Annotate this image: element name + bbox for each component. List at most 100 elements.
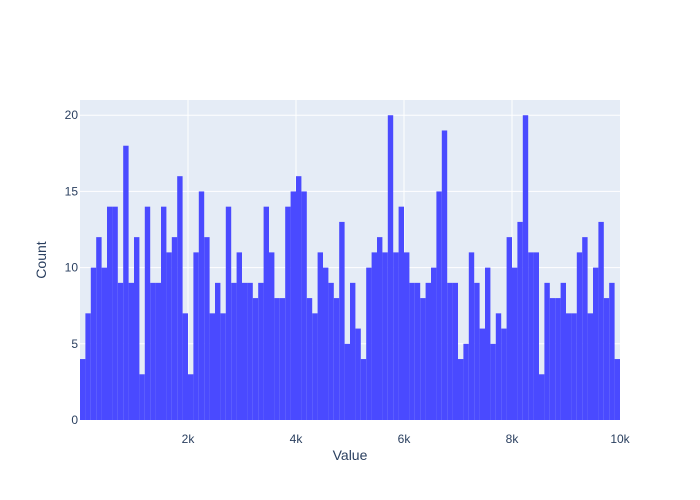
histogram-bar bbox=[204, 237, 210, 420]
histogram-bar bbox=[177, 176, 183, 420]
histogram-bar bbox=[420, 298, 426, 420]
histogram-bar bbox=[582, 237, 588, 420]
histogram-bar bbox=[495, 313, 502, 420]
histogram-bar bbox=[404, 252, 410, 420]
histogram-bar bbox=[252, 298, 259, 420]
histogram-bar bbox=[441, 130, 448, 420]
histogram-bar bbox=[285, 206, 291, 420]
histogram-bar bbox=[166, 252, 172, 420]
histogram-bar bbox=[112, 206, 118, 420]
histogram-bar bbox=[539, 374, 545, 420]
histogram-bar bbox=[258, 282, 264, 420]
histogram-bar bbox=[593, 267, 599, 420]
histogram-bar bbox=[447, 282, 453, 420]
histogram-bar bbox=[242, 282, 248, 420]
histogram-bar bbox=[188, 374, 194, 420]
histogram-bar bbox=[360, 359, 367, 420]
histogram-bar bbox=[587, 313, 593, 420]
y-tick-label: 20 bbox=[65, 108, 79, 122]
bars bbox=[80, 115, 620, 420]
histogram-bar bbox=[85, 313, 91, 420]
y-tick-label: 5 bbox=[71, 337, 78, 351]
histogram-bar bbox=[479, 328, 485, 420]
histogram-bar bbox=[425, 282, 431, 420]
histogram-bar bbox=[215, 282, 221, 420]
histogram-bar bbox=[128, 282, 134, 420]
histogram-bar bbox=[107, 206, 113, 420]
histogram-bar bbox=[371, 252, 377, 420]
histogram-bar bbox=[609, 282, 615, 420]
histogram-bar bbox=[247, 282, 253, 420]
histogram-bar bbox=[231, 282, 237, 420]
x-tick-label: 10k bbox=[610, 432, 630, 446]
histogram-bar bbox=[544, 282, 550, 420]
y-axis-title: Count bbox=[33, 241, 49, 278]
histogram-bar bbox=[225, 206, 232, 420]
histogram-bar bbox=[117, 282, 124, 420]
histogram-bar bbox=[193, 252, 199, 420]
y-tick-label: 15 bbox=[65, 184, 79, 198]
histogram-bar bbox=[414, 282, 421, 420]
histogram-bar bbox=[517, 221, 523, 420]
histogram-bar bbox=[155, 282, 161, 420]
histogram-bar bbox=[279, 298, 286, 420]
histogram-bar bbox=[474, 282, 480, 420]
x-axis-title: Value bbox=[333, 447, 368, 463]
histogram-bar bbox=[236, 252, 242, 420]
histogram-bar bbox=[533, 252, 539, 420]
histogram-bar bbox=[333, 298, 340, 420]
histogram-bar bbox=[528, 252, 534, 420]
histogram-bar bbox=[452, 282, 458, 420]
histogram-bar bbox=[296, 176, 302, 420]
x-tick-label: 4k bbox=[290, 432, 304, 446]
x-tick-label: 8k bbox=[506, 432, 520, 446]
histogram-bar bbox=[566, 313, 572, 420]
histogram-bar bbox=[458, 359, 464, 420]
histogram-bar bbox=[312, 313, 318, 420]
histogram-bar bbox=[506, 237, 512, 420]
histogram-bar bbox=[171, 237, 178, 420]
x-tick-label: 6k bbox=[398, 432, 412, 446]
x-axis-ticks: 2k 4k 6k 8k 10k bbox=[182, 432, 631, 446]
histogram-bar bbox=[306, 298, 313, 420]
x-tick-label: 2k bbox=[182, 432, 196, 446]
histogram-bar bbox=[198, 191, 205, 420]
histogram-bar bbox=[555, 298, 561, 420]
histogram-bar bbox=[431, 267, 437, 420]
histogram-bar bbox=[393, 252, 399, 420]
histogram-bar bbox=[436, 191, 442, 420]
histogram-bar bbox=[80, 359, 86, 420]
histogram-bar bbox=[409, 282, 415, 420]
histogram-bar bbox=[512, 267, 518, 420]
histogram-bar bbox=[366, 267, 372, 420]
histogram-bar bbox=[323, 267, 329, 420]
histogram-bar bbox=[382, 252, 388, 420]
histogram-bar bbox=[463, 343, 469, 420]
histogram-bar bbox=[123, 145, 129, 420]
histogram-bar bbox=[485, 267, 491, 420]
y-axis-ticks: 0 5 10 15 20 bbox=[65, 108, 79, 427]
histogram-bar bbox=[301, 191, 307, 420]
histogram-bar bbox=[263, 206, 269, 420]
histogram-bar bbox=[144, 206, 151, 420]
histogram-bar bbox=[220, 313, 226, 420]
histogram-bar bbox=[398, 206, 404, 420]
histogram-bar bbox=[328, 282, 334, 420]
histogram-bar bbox=[355, 328, 361, 420]
histogram-bar bbox=[150, 282, 156, 420]
histogram-bar bbox=[209, 313, 215, 420]
histogram-bar bbox=[269, 252, 275, 420]
histogram-bar bbox=[603, 298, 610, 420]
histogram-bar bbox=[339, 221, 345, 420]
histogram-bar bbox=[317, 252, 323, 420]
histogram-bar bbox=[468, 252, 475, 420]
histogram-bar bbox=[490, 343, 496, 420]
histogram-bar bbox=[90, 267, 97, 420]
histogram-bar bbox=[614, 359, 620, 420]
histogram-bar bbox=[598, 221, 604, 420]
y-tick-label: 0 bbox=[71, 413, 78, 427]
histogram-bar bbox=[101, 267, 107, 420]
histogram-bar bbox=[182, 313, 188, 420]
histogram-bar bbox=[274, 298, 280, 420]
histogram-bar bbox=[161, 206, 167, 420]
